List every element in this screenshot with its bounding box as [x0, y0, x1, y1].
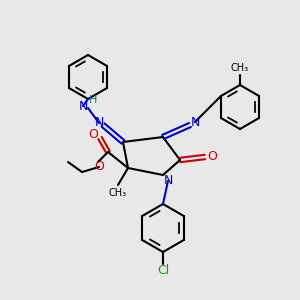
Text: CH₃: CH₃	[109, 188, 127, 198]
Text: H: H	[89, 95, 97, 105]
Text: Cl: Cl	[157, 265, 169, 278]
Text: O: O	[207, 151, 217, 164]
Text: O: O	[88, 128, 98, 142]
Text: N: N	[163, 175, 173, 188]
Text: N: N	[94, 116, 104, 130]
Text: O: O	[94, 160, 104, 173]
Text: CH₃: CH₃	[231, 63, 249, 73]
Text: N: N	[190, 116, 200, 128]
Text: N: N	[78, 100, 88, 112]
